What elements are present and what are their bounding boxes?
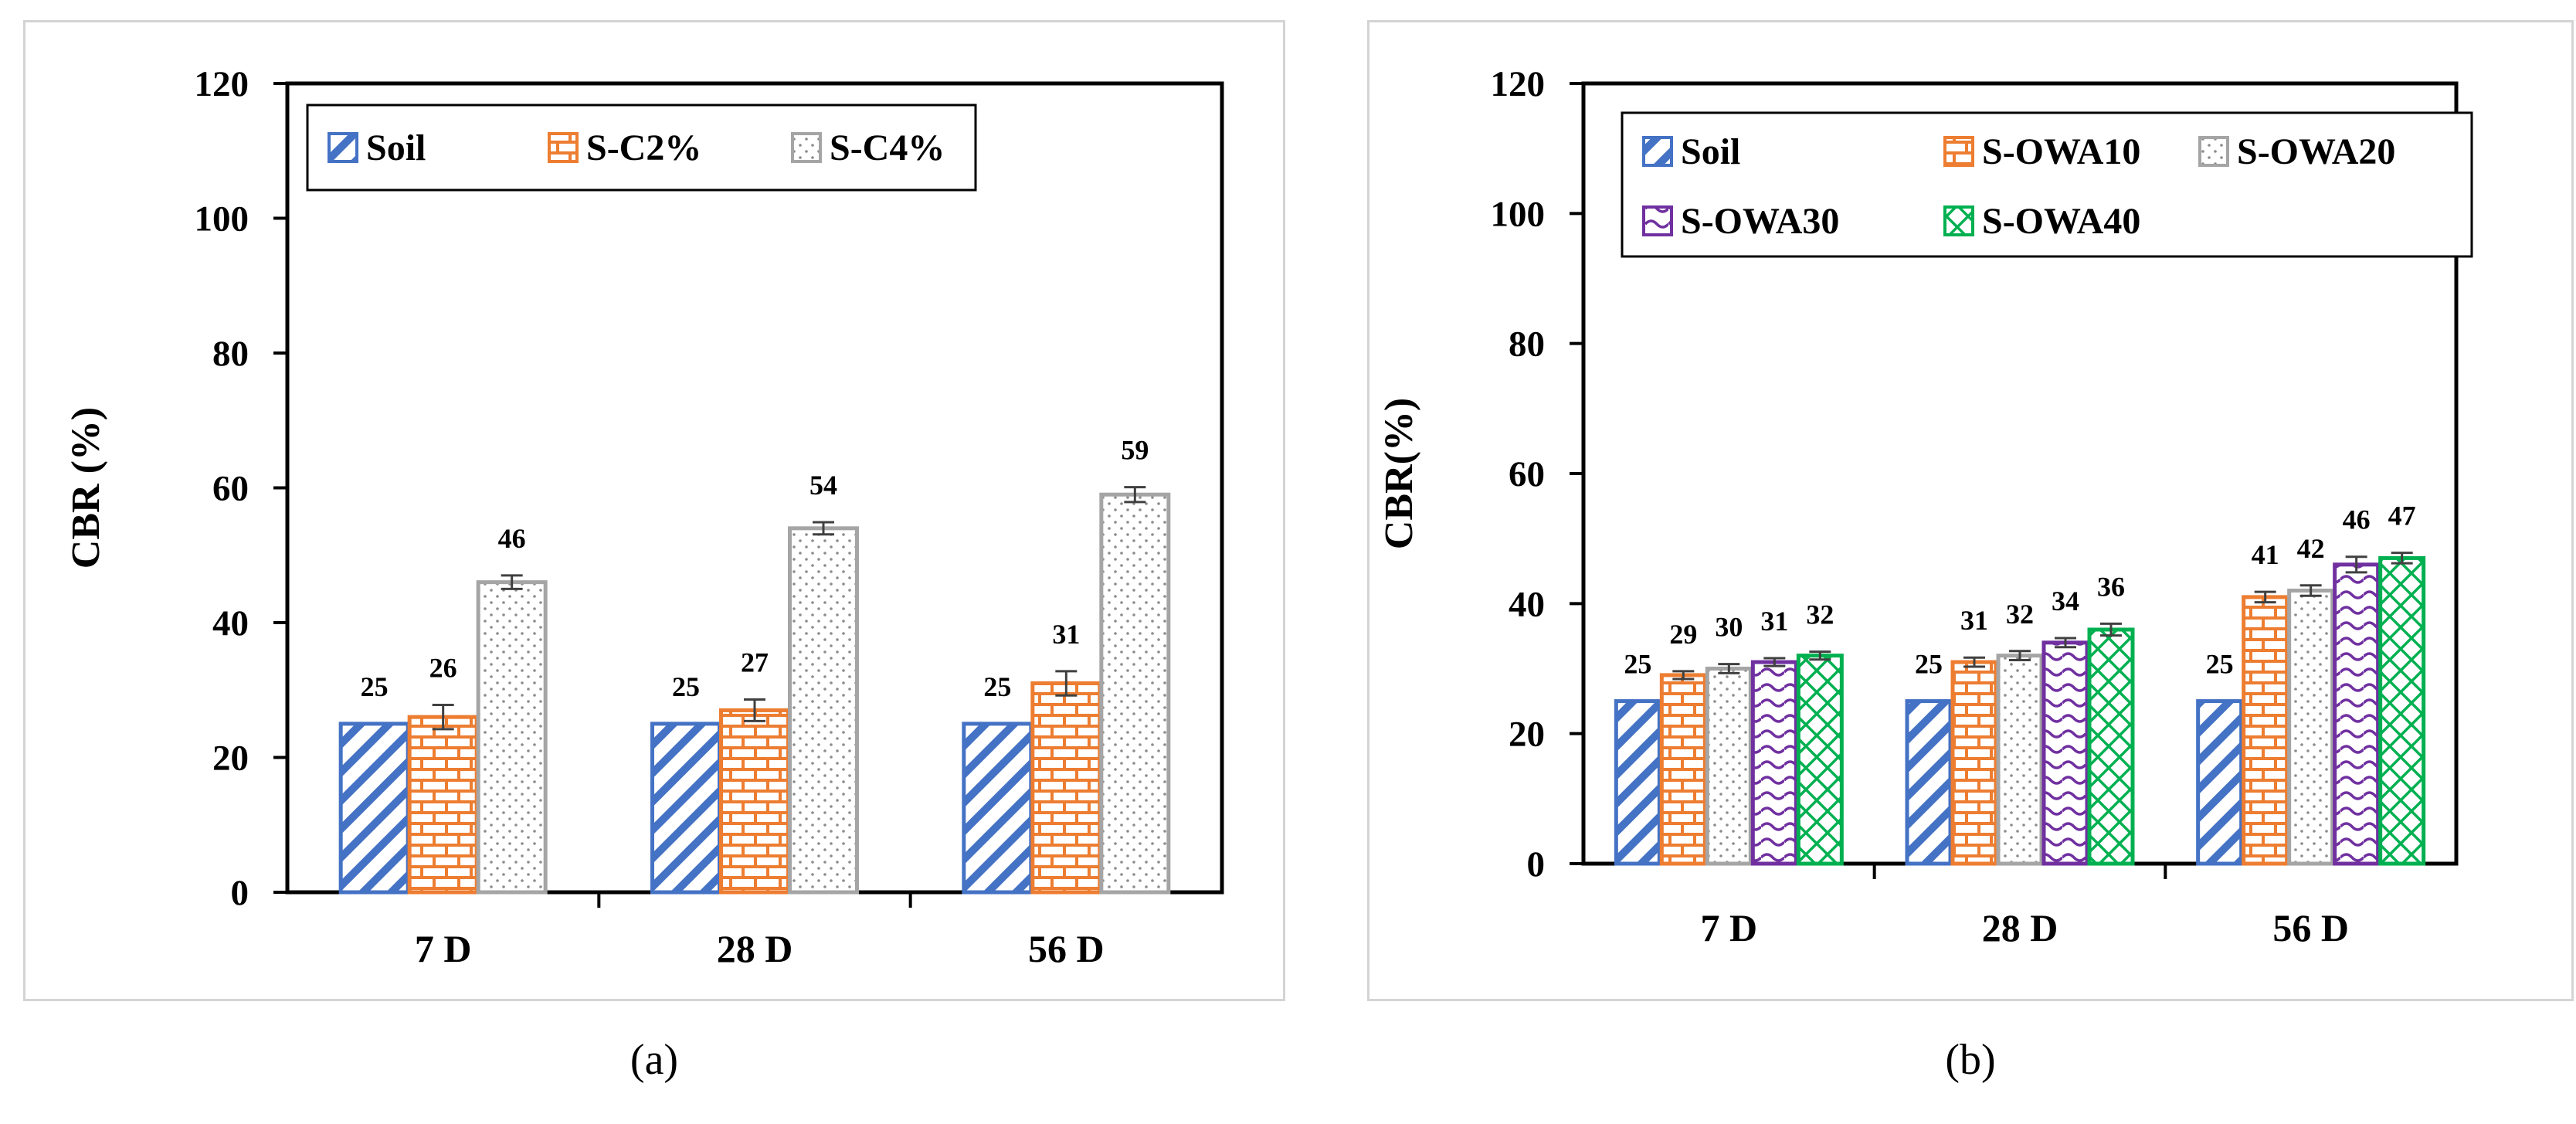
chart-a: 0 20 40 60 80 100 120 CBR (%) 7 D 28 D 56 D 25 26 46 2…: [64, 64, 1224, 970]
panel-caption-b: (b): [1945, 1036, 1996, 1084]
chart-b-bar: [1796, 654, 1844, 866]
chart-a-y-tick-label: 60: [212, 469, 249, 509]
chart-b-legend-swatch: [1642, 205, 1673, 236]
chart-a-y-tick-label: 100: [195, 199, 249, 239]
chart-b-category-label: 28 D: [1982, 906, 2058, 949]
chart-b-data-label: 34: [2052, 586, 2079, 616]
chart-a-legend-label: S-C4%: [830, 127, 945, 168]
chart-a-category-label: 56 D: [1028, 927, 1105, 970]
chart-b-y-tick-label: 80: [1509, 324, 1545, 365]
chart-a-bar: [407, 715, 479, 895]
chart-b-y-tick-label: 100: [1491, 194, 1546, 234]
chart-a-legend-swatch: [328, 132, 358, 163]
chart-a-data-label: 26: [429, 652, 457, 683]
chart-a-data-label: 59: [1121, 435, 1149, 466]
chart-a-legend-label: S-C2%: [586, 127, 701, 168]
chart-b-bar: [2333, 562, 2381, 866]
chart-b-bar: [1750, 660, 1798, 866]
chart-a-bar: [1099, 492, 1171, 895]
chart-b-category-label: 7 D: [1701, 906, 1758, 949]
chart-a-bar: [1030, 681, 1102, 895]
chart-a-bar: [719, 708, 790, 895]
chart-b-data-label: 41: [2252, 539, 2279, 570]
chart-b-y-tick-label: 60: [1509, 454, 1545, 494]
chart-b-data-label: 42: [2297, 533, 2325, 564]
panel-caption-a: (a): [630, 1036, 679, 1084]
chart-a-y-tick-label: 20: [212, 739, 249, 779]
chart-a-legend-box: [306, 104, 977, 192]
chart-a-data-label: 54: [809, 470, 837, 501]
chart-b-y-tick-label: 120: [1491, 64, 1546, 104]
chart-a-data-label: 31: [1052, 619, 1080, 650]
chart-a-y-axis-label: CBR (%): [64, 407, 108, 569]
chart-b-data-label: 32: [1806, 599, 1834, 630]
chart-a-bar: [962, 722, 1033, 895]
chart-b-bar: [1659, 673, 1707, 866]
chart-b-data-label: 31: [1960, 605, 1988, 636]
chart-a-data-label: 46: [498, 523, 526, 554]
chart-b-bar: [2196, 699, 2244, 866]
chart-a-y-tick-label: 80: [212, 334, 249, 374]
chart-a-legend-label: Soil: [366, 127, 426, 168]
chart-b-bar: [2041, 640, 2089, 866]
chart-a-bar: [788, 526, 859, 895]
chart-a-bar: [338, 722, 410, 895]
chart-b-y-tick-label: 20: [1509, 715, 1545, 755]
chart-a-category-label: 28 D: [717, 927, 793, 970]
chart-b-legend-label: Soil: [1681, 131, 1740, 172]
chart-a-legend-swatch: [791, 132, 822, 163]
chart-b-legend-swatch: [1943, 136, 1974, 167]
chart-a-data-label: 27: [741, 647, 769, 677]
chart-a-legend-swatch: [548, 132, 579, 163]
chart-b-bar: [1950, 660, 1998, 866]
chart-a-data-label: 25: [361, 671, 389, 702]
chart-b-data-label: 46: [2343, 504, 2371, 535]
chart-b-legend-box: [1621, 111, 2473, 258]
chart-b-legend-label: S-OWA20: [2237, 131, 2395, 172]
chart-b-y-tick-label: 40: [1509, 584, 1545, 624]
chart-a-y-tick-label: 0: [231, 873, 249, 913]
chart-b-data-label: 25: [1915, 649, 1943, 680]
chart-a-data-label: 25: [672, 671, 700, 702]
chart-b-category-label: 56 D: [2272, 906, 2349, 949]
chart-b-bar: [2087, 627, 2135, 866]
chart-b-legend-swatch: [2198, 136, 2229, 167]
chart-b-bar: [1996, 654, 2044, 866]
chart-b-y-axis-label: CBR(%): [1377, 398, 1421, 549]
chart-b-data-label: 30: [1715, 612, 1743, 643]
chart-b-legend-label: S-OWA10: [1982, 131, 2140, 172]
chart-b-y-tick-label: 0: [1527, 844, 1546, 885]
chart-b-data-label: 32: [2006, 599, 2034, 630]
chart-b-data-label: 25: [1624, 649, 1651, 680]
chart-b-bar: [1614, 699, 1661, 866]
chart-b-data-label: 25: [2206, 649, 2234, 680]
chart-b-legend-swatch: [1943, 205, 1974, 236]
chart-a-bar: [476, 580, 548, 895]
chart-b-legend-label: S-OWA40: [1982, 201, 2140, 242]
chart-b-bar: [1705, 667, 1753, 866]
chart-a-category-label: 7 D: [415, 927, 472, 970]
chart-b-data-label: 31: [1760, 606, 1788, 637]
chart-a-y-tick-label: 40: [212, 603, 249, 643]
chart-b-legend-swatch: [1642, 136, 1673, 167]
chart-b-bar: [1905, 699, 1953, 866]
chart-b-data-label: 36: [2097, 571, 2125, 602]
chart-b-bar: [2378, 555, 2426, 866]
chart-a-bar: [650, 722, 721, 895]
chart-a-y-tick-label: 120: [195, 64, 249, 104]
chart-b-bar: [2287, 589, 2335, 866]
chart-b: 0 20 40 60 80 100 120 CBR(%) 7 D 28 D 56 D 25 29 30 31…: [1377, 64, 2473, 949]
chart-b-data-label: 47: [2388, 501, 2416, 531]
chart-b-bar: [2242, 595, 2289, 866]
chart-b-legend-label: S-OWA30: [1681, 201, 1839, 242]
chart-a-data-label: 25: [983, 671, 1011, 702]
chart-b-data-label: 29: [1669, 619, 1697, 650]
